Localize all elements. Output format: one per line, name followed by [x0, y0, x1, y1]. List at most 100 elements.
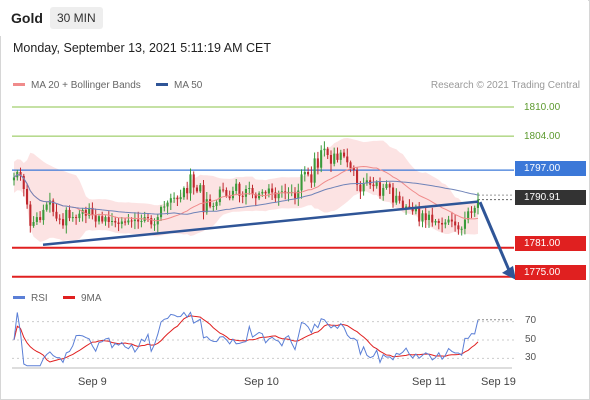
- candle-body: [463, 219, 466, 229]
- candle-body: [48, 200, 51, 205]
- candle-body: [238, 183, 241, 196]
- candle-body: [91, 207, 94, 216]
- candle-body: [107, 217, 110, 222]
- candle-body: [392, 187, 395, 203]
- candle-body: [218, 189, 221, 203]
- level-tag-1804: 1804.00: [524, 131, 561, 142]
- candle-body: [274, 192, 277, 199]
- candle-body: [29, 204, 32, 226]
- candle-body: [316, 158, 319, 168]
- candle-body: [117, 222, 120, 224]
- candle-body: [202, 185, 205, 213]
- candle-body: [241, 195, 244, 197]
- candle-body: [179, 197, 182, 200]
- legend-bollinger-label: MA 20 + Bollinger Bands: [31, 80, 141, 91]
- candle-body: [297, 190, 300, 199]
- candle-body: [254, 194, 257, 199]
- candle-body: [267, 188, 270, 194]
- candle-body: [22, 175, 25, 189]
- candle-body: [244, 189, 247, 197]
- candle-body: [421, 213, 424, 222]
- candle-body: [427, 214, 430, 220]
- candle-body: [124, 221, 127, 223]
- candle-body: [166, 202, 169, 207]
- candle-body: [212, 206, 215, 207]
- rsi-level-70: 70: [525, 315, 537, 326]
- candle-body: [78, 213, 81, 219]
- candle-body: [176, 197, 179, 200]
- rsi-swatch: [13, 295, 25, 299]
- timeframe-button[interactable]: 30 MIN: [50, 7, 103, 29]
- candle-body: [300, 174, 303, 191]
- candle-body: [434, 221, 437, 223]
- candle-body: [411, 207, 414, 212]
- candle-body: [476, 199, 479, 208]
- candle-body: [75, 217, 78, 219]
- candle-body: [349, 162, 352, 169]
- candle-body: [444, 222, 447, 225]
- candle-body: [424, 213, 427, 221]
- ma9-swatch: [63, 295, 75, 299]
- candle-body: [264, 191, 267, 194]
- candle-body: [457, 225, 460, 230]
- candle-body: [192, 174, 195, 188]
- candle-body: [97, 216, 100, 222]
- candle-body: [65, 209, 68, 226]
- candle-body: [277, 192, 280, 199]
- candle-body: [470, 211, 473, 213]
- candle-body: [388, 184, 391, 188]
- candle-body: [12, 177, 15, 181]
- candle-body: [310, 174, 313, 183]
- candle-body: [343, 152, 346, 157]
- projection-arrow-shaft: [478, 201, 513, 276]
- candle-body: [294, 191, 297, 199]
- candle-body: [195, 187, 198, 192]
- candle-body: [359, 184, 362, 192]
- rsi-level-30: 30: [525, 352, 537, 363]
- candle-body: [261, 191, 264, 194]
- candle-body: [228, 196, 231, 199]
- projection-arrow-head: [502, 265, 516, 280]
- candle-body: [222, 189, 225, 191]
- candle-body: [473, 207, 476, 213]
- candle-body: [362, 183, 365, 192]
- candle-body: [55, 211, 58, 219]
- ma50-swatch: [156, 82, 168, 86]
- candle-body: [418, 208, 421, 222]
- legend-bollinger: MA 20 + Bollinger Bands: [13, 80, 141, 91]
- candle-body: [32, 222, 35, 226]
- candle-body: [215, 202, 218, 206]
- candle-body: [431, 214, 434, 223]
- last-price-tag: 1790.91: [515, 190, 586, 205]
- candle-body: [225, 190, 228, 197]
- candle-body: [258, 193, 261, 199]
- candle-body: [84, 209, 87, 216]
- level-tag-1775: 1775.00: [515, 265, 586, 280]
- candle-body: [209, 199, 212, 207]
- candle-body: [460, 228, 463, 230]
- ma50-line: [13, 174, 479, 215]
- candle-body: [251, 188, 254, 195]
- candle-body: [111, 221, 114, 222]
- candle-body: [19, 172, 22, 176]
- x-label-sep9: Sep 9: [78, 376, 107, 388]
- candle-body: [329, 155, 332, 164]
- legend-ma50: MA 50: [156, 80, 202, 91]
- candle-body: [140, 221, 143, 222]
- candle-body: [120, 221, 123, 224]
- candle-body: [398, 195, 401, 201]
- legend-9ma-label: 9MA: [81, 293, 102, 304]
- candle-body: [414, 208, 417, 212]
- candle-body: [437, 221, 440, 223]
- candle-body: [333, 153, 336, 164]
- candle-body: [271, 188, 274, 193]
- candle-body: [26, 189, 29, 205]
- candle-body: [35, 217, 38, 222]
- rsi-level-50: 50: [525, 334, 537, 345]
- trendline: [42, 200, 479, 247]
- candle-body: [450, 219, 453, 222]
- legend-ma50-label: MA 50: [174, 80, 203, 91]
- candle-body: [307, 172, 310, 175]
- candle-body: [346, 156, 349, 163]
